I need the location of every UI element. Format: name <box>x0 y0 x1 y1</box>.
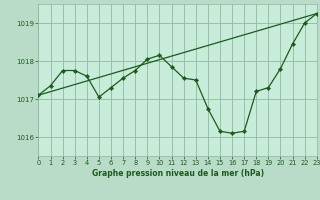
X-axis label: Graphe pression niveau de la mer (hPa): Graphe pression niveau de la mer (hPa) <box>92 169 264 178</box>
